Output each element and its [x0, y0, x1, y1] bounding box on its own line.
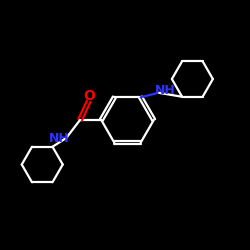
Text: NH: NH — [49, 132, 70, 144]
Text: O: O — [83, 89, 95, 103]
Text: NH: NH — [155, 84, 176, 97]
